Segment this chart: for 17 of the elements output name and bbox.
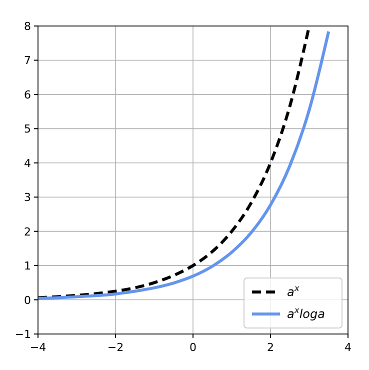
legend-label: a$^{x}$ [287, 283, 300, 299]
x-tick-label: 0 [190, 341, 196, 354]
y-tick-label: 6 [24, 88, 31, 102]
y-tick-label: 1 [24, 260, 31, 273]
y-tick-label: 7 [24, 54, 31, 68]
y-tick-label: 3 [24, 191, 31, 204]
y-tick-label: −1 [14, 328, 31, 341]
y-tick-label: 8 [24, 20, 31, 33]
x-tick-label: −2 [107, 341, 124, 354]
y-tick-label: 0 [24, 294, 31, 307]
y-tick-label: 5 [24, 122, 31, 136]
y-tick-label: 4 [24, 156, 31, 170]
x-tick-label: 2 [267, 341, 274, 354]
y-tick-label: 2 [24, 225, 31, 238]
x-tick-label: −4 [30, 341, 46, 354]
legend-label: a$^{x}$loga [287, 305, 325, 321]
x-tick-label: 4 [344, 341, 352, 354]
